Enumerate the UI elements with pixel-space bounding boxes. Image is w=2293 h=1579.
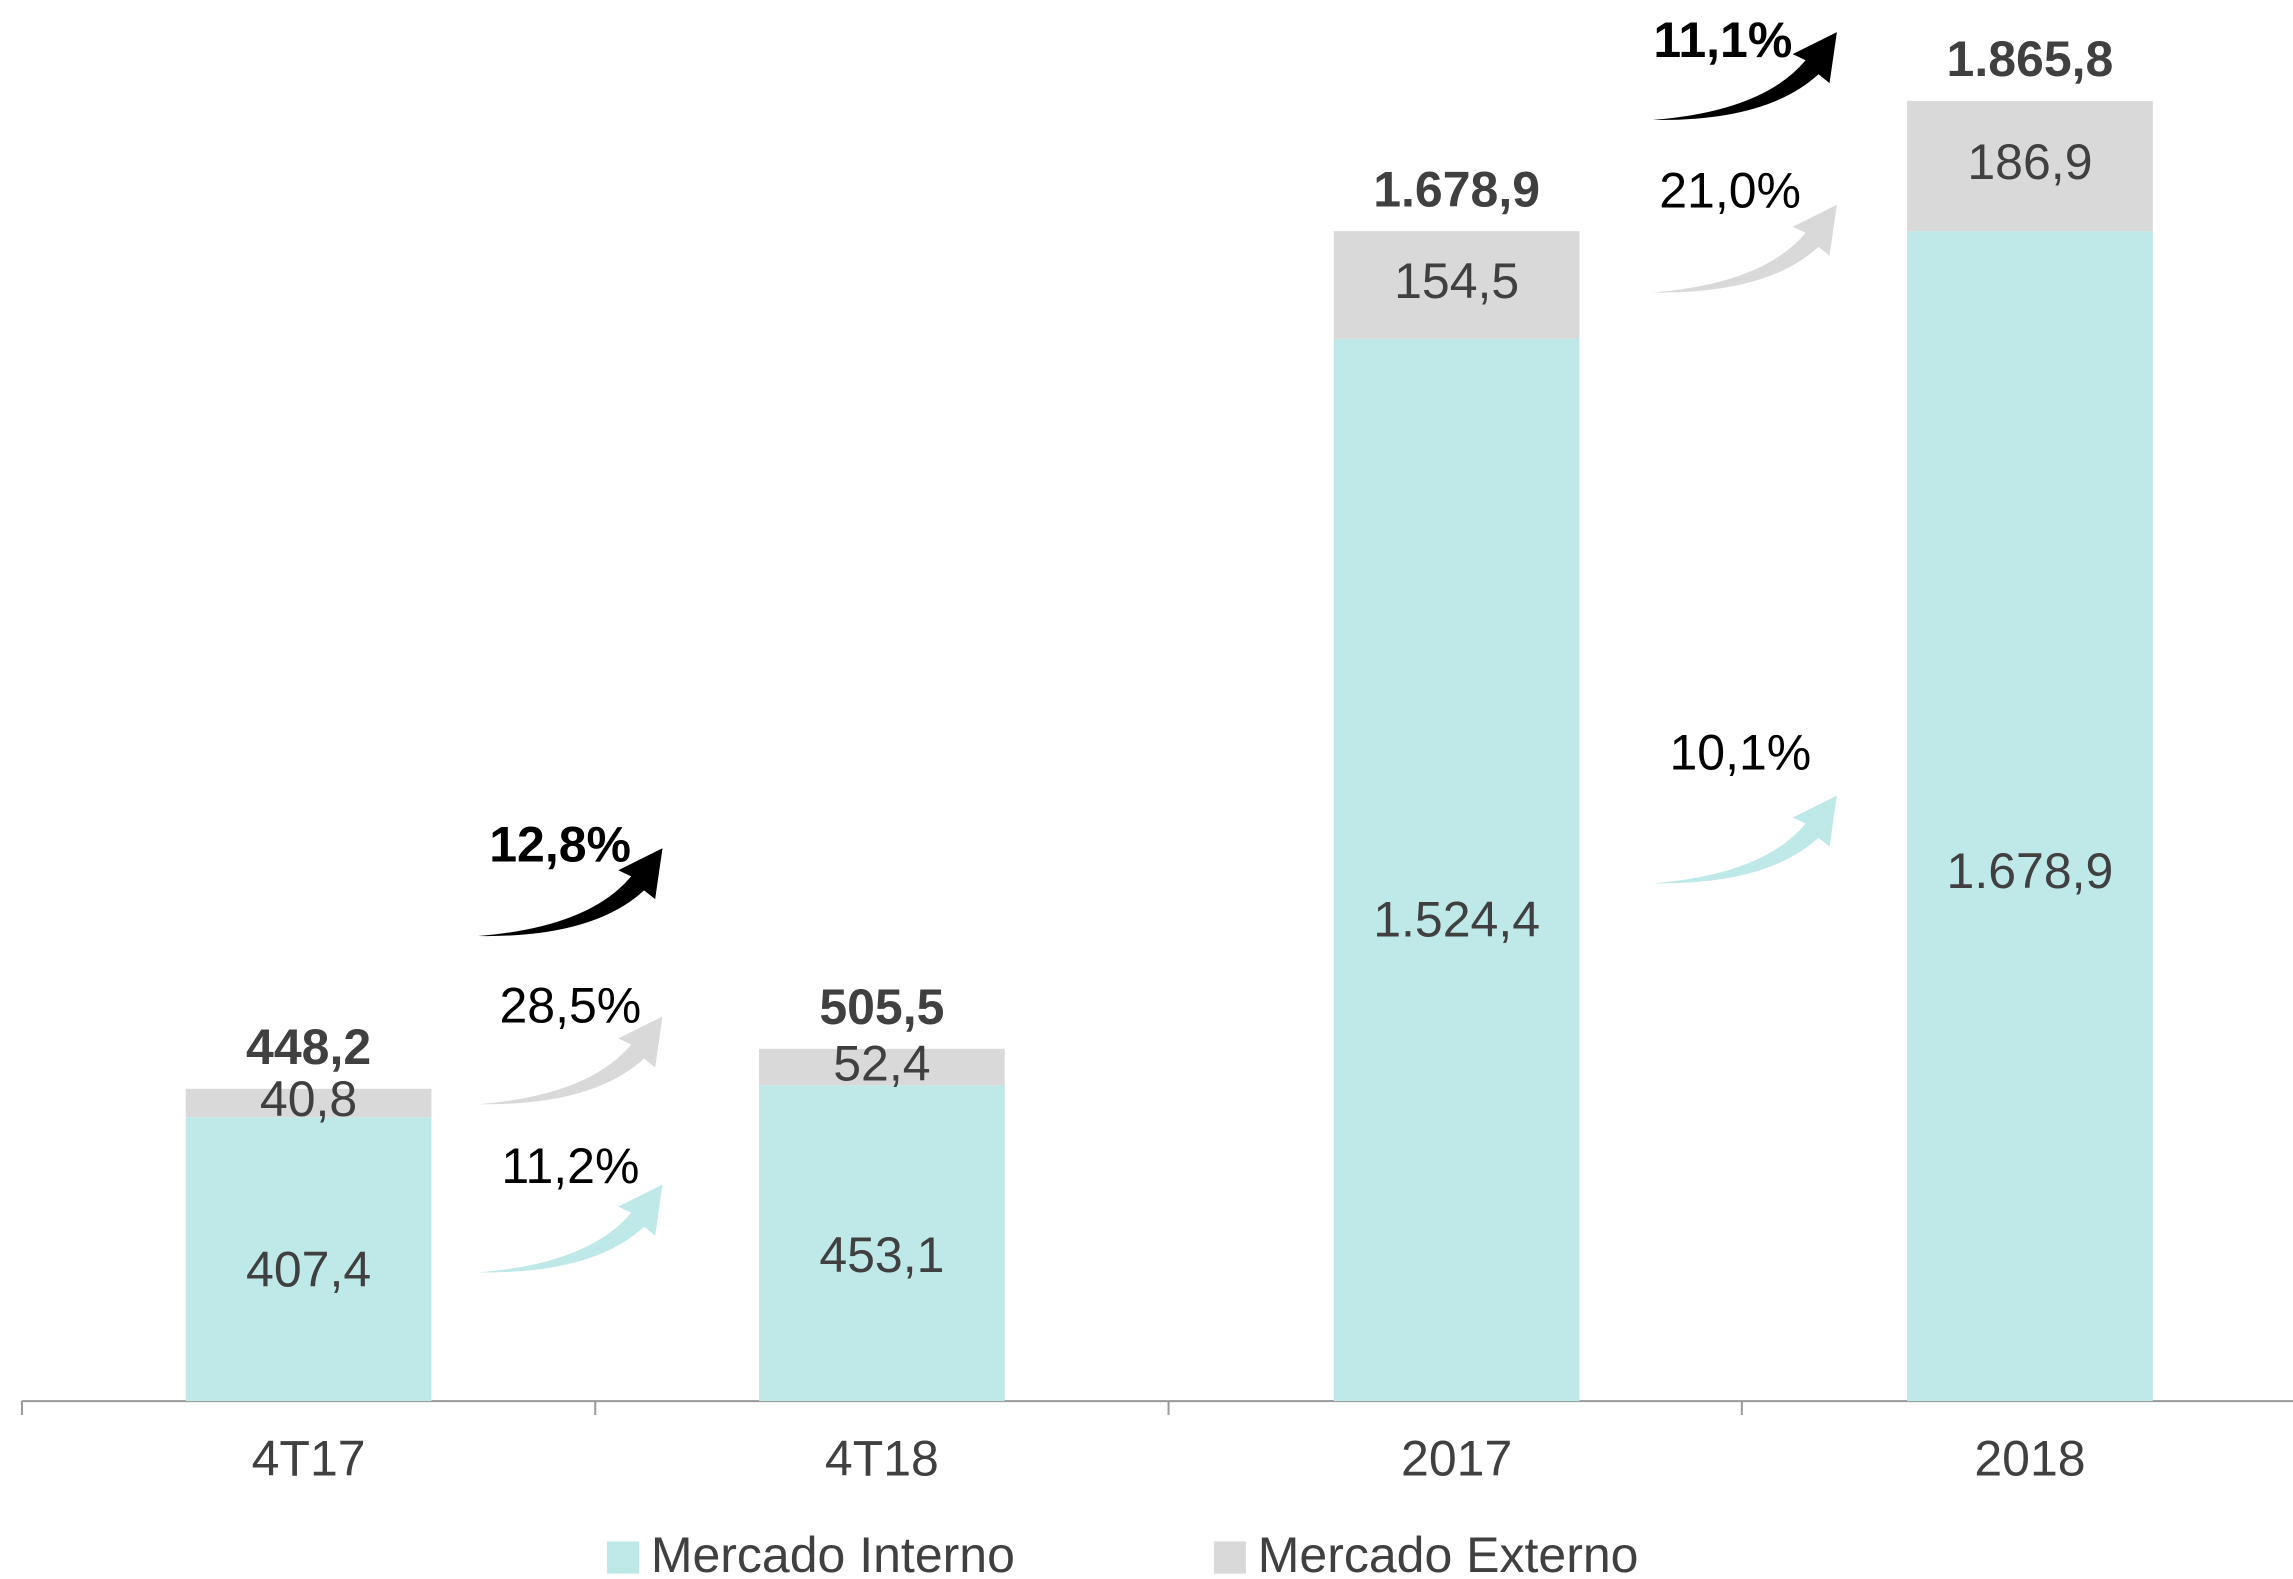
bar-segment <box>1907 231 2153 1402</box>
growth-arrow <box>1652 204 1837 293</box>
legend-label: Mercado Interno <box>651 1527 1015 1579</box>
bar-segment <box>759 1048 1005 1086</box>
bar-segment <box>185 1117 432 1402</box>
growth-label: 12,8% <box>489 816 631 872</box>
value-label: 154,5 <box>1394 253 1519 309</box>
growth-label: 11,1% <box>1653 12 1792 68</box>
value-label: 1.678,9 <box>1947 843 2114 899</box>
value-label: 453,1 <box>819 1227 944 1283</box>
total-label: 1.865,8 <box>1947 31 2114 87</box>
value-label: 407,4 <box>246 1242 371 1298</box>
bar-segment <box>759 1085 1005 1402</box>
bar-segment <box>1333 231 1580 339</box>
growth-label: 28,5% <box>499 977 641 1033</box>
growth-label: 11,2% <box>501 1138 639 1194</box>
legend-label: Mercado Externo <box>1258 1527 1639 1579</box>
legend-swatch <box>1213 1541 1247 1574</box>
growth-arrow <box>1652 795 1837 884</box>
x-tick-label: 4T18 <box>825 1431 939 1487</box>
x-tick-label: 4T17 <box>252 1431 366 1487</box>
bar-segment <box>185 1088 432 1118</box>
growth-label: 21,0% <box>1659 163 1801 219</box>
growth-arrow <box>478 1016 663 1105</box>
value-label: 52,4 <box>833 1035 930 1091</box>
total-label: 448,2 <box>246 1019 371 1075</box>
bar-segment <box>1333 338 1580 1402</box>
x-tick-label: 2018 <box>1974 1431 2085 1487</box>
growth-arrow <box>1652 32 1837 120</box>
total-label: 505,5 <box>819 979 944 1035</box>
value-label: 1.524,4 <box>1373 891 1540 947</box>
total-label: 1.678,9 <box>1373 161 1540 217</box>
growth-arrow <box>478 1184 663 1273</box>
legend-swatch <box>606 1541 640 1574</box>
x-tick-label: 2017 <box>1401 1431 1512 1487</box>
value-label: 40,8 <box>260 1071 357 1127</box>
growth-label: 10,1% <box>1669 724 1811 780</box>
value-label: 186,9 <box>1967 134 2092 190</box>
growth-arrow <box>478 848 663 937</box>
bar-segment <box>1907 100 2153 232</box>
